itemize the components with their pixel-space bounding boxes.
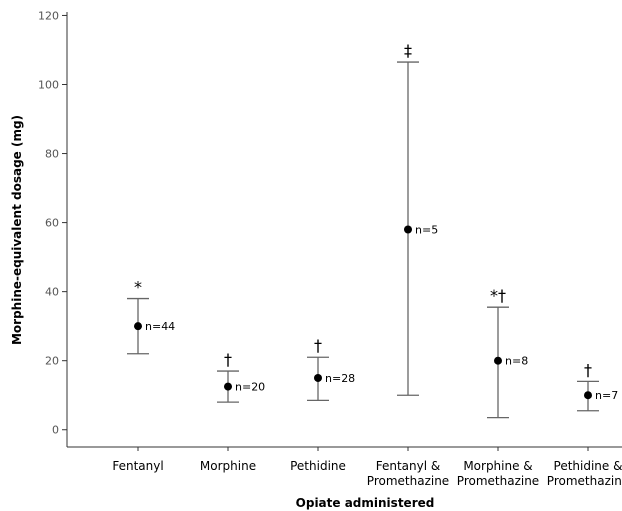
x-axis-tick-labels: Fentanyl Morphine Pethidine Fentanyl & Prome… <box>112 447 622 488</box>
x-tick-label-line: Pethidine <box>290 459 346 473</box>
x-tick-label-line: Promethazine <box>367 474 449 488</box>
x-tick-label-line: Morphine & <box>463 459 532 473</box>
significance-marker: † <box>584 360 592 379</box>
x-tick-label: Pethidine & Promethazine <box>547 459 622 488</box>
mean-point <box>314 373 322 382</box>
significance-marker: † <box>314 336 322 355</box>
x-tick-label: Fentanyl & Promethazine <box>367 459 449 488</box>
x-tick-label-line: Pethidine & <box>554 459 622 473</box>
x-axis-title: Opiate administered <box>296 496 435 510</box>
x-tick-label: Morphine <box>200 459 256 473</box>
mean-point <box>134 322 142 331</box>
y-tick-label: 60 <box>45 217 59 230</box>
y-axis-title: Morphine-equivalent dosage (mg) <box>10 115 24 345</box>
error-bars <box>127 61 599 419</box>
n-label: n=7 <box>595 389 618 402</box>
x-tick-label-line: Fentanyl <box>112 459 163 473</box>
significance-marker: *† <box>490 286 506 305</box>
significance-marker: * <box>134 278 142 297</box>
y-tick-label: 100 <box>38 79 59 92</box>
significance-labels: *††‡*†† <box>134 41 592 379</box>
x-tick-label: Morphine & Promethazine <box>457 459 539 488</box>
mean-point <box>224 382 232 391</box>
n-label: n=44 <box>145 320 175 333</box>
n-label: n=20 <box>235 381 265 394</box>
significance-marker: ‡ <box>404 41 412 60</box>
x-tick-label-line: Fentanyl & <box>376 459 441 473</box>
x-tick-label-line: Promethazine <box>457 474 539 488</box>
significance-marker: † <box>224 350 232 369</box>
mean-points <box>134 225 592 400</box>
x-tick-label-line: Morphine <box>200 459 256 473</box>
y-tick-label: 20 <box>45 355 59 368</box>
y-tick-label: 80 <box>45 148 59 161</box>
mean-point <box>494 356 502 365</box>
n-label: n=5 <box>415 224 438 237</box>
mean-point <box>584 391 592 400</box>
n-labels: n=44 n=20 n=28 n=5 n=8 n=7 <box>145 224 618 403</box>
y-axis-ticks: 0 20 40 60 80 100 120 <box>38 9 67 437</box>
y-tick-label: 40 <box>45 286 59 299</box>
y-tick-label: 0 <box>52 424 59 437</box>
y-tick-label: 120 <box>38 9 59 22</box>
x-tick-label: Pethidine <box>290 459 346 473</box>
x-tick-label-line: Promethazine <box>547 474 622 488</box>
mean-point <box>404 225 412 234</box>
n-label: n=8 <box>505 355 528 368</box>
n-label: n=28 <box>325 372 355 385</box>
x-tick-label: Fentanyl <box>112 459 163 473</box>
